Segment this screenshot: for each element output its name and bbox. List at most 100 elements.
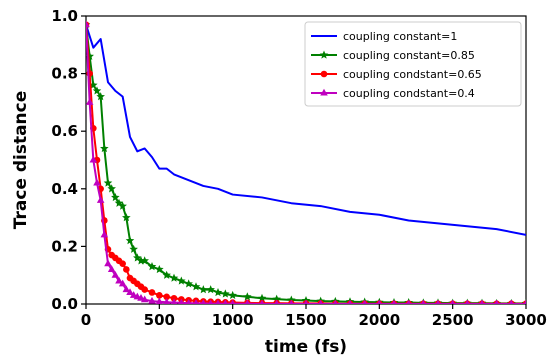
- data-point: [523, 299, 526, 304]
- data-point: [141, 286, 148, 293]
- data-point: [96, 92, 105, 101]
- series-0: [86, 24, 526, 236]
- data-point: [104, 259, 112, 267]
- data-point: [93, 178, 101, 186]
- data-point: [140, 256, 149, 265]
- data-point: [221, 289, 230, 298]
- data-point: [125, 236, 135, 245]
- data-point: [86, 20, 90, 28]
- data-point: [435, 299, 441, 304]
- x-tick-label: 2500: [432, 311, 474, 329]
- data-point: [257, 293, 267, 302]
- data-point: [259, 299, 265, 304]
- data-point: [162, 270, 171, 279]
- data-point: [118, 279, 127, 287]
- legend-marker: [320, 70, 328, 78]
- data-point: [178, 298, 185, 304]
- data-point: [420, 299, 426, 304]
- data-point: [391, 299, 397, 304]
- x-axis-label: time (fs): [265, 337, 347, 357]
- data-point: [111, 271, 120, 278]
- legend-marker: [319, 50, 329, 59]
- data-point: [191, 282, 201, 291]
- y-tick-label: 1.0: [51, 7, 78, 25]
- data-point: [508, 299, 514, 304]
- x-axis-ticks: 0 500 1000 1500 2000 2500 3000: [81, 304, 547, 329]
- legend-item: coupling condstant=0.4: [311, 87, 475, 100]
- data-point: [450, 299, 456, 304]
- data-point: [206, 285, 215, 294]
- x-tick-label: 1500: [285, 311, 327, 329]
- data-point: [479, 299, 485, 304]
- series-3: [86, 20, 526, 304]
- data-point: [184, 279, 193, 288]
- data-point: [303, 299, 309, 304]
- data-point: [155, 264, 164, 274]
- legend-item: coupling condstant=0.65: [311, 68, 482, 81]
- data-point: [103, 178, 113, 187]
- x-tick-label: 3000: [505, 311, 547, 329]
- data-point: [107, 184, 116, 193]
- x-tick-label: 500: [144, 311, 175, 329]
- data-point: [148, 289, 156, 296]
- y-tick-label: 0.8: [51, 65, 78, 83]
- data-point: [96, 196, 105, 203]
- legend-marker: [320, 88, 328, 96]
- legend: coupling constant=1 coupling constant=0.8…: [304, 21, 522, 107]
- legend-label: coupling constant=0.85: [343, 49, 475, 62]
- data-point: [115, 276, 123, 284]
- y-axis-ticks: 0.0 0.2 0.4 0.6 0.8 1.0: [51, 7, 86, 313]
- data-point: [163, 293, 170, 301]
- legend-item: coupling constant=1: [311, 30, 457, 43]
- data-point: [288, 299, 294, 304]
- y-tick-label: 0.6: [51, 122, 78, 140]
- data-point: [362, 299, 368, 304]
- data-point: [200, 299, 207, 304]
- data-point: [119, 260, 126, 267]
- data-point: [215, 299, 221, 304]
- data-point: [193, 299, 199, 304]
- data-point: [147, 262, 157, 271]
- data-point: [347, 299, 353, 304]
- data-point: [107, 265, 116, 272]
- legend-item: coupling constant=0.85: [311, 49, 475, 62]
- data-point: [464, 299, 470, 304]
- y-axis-label: Trace distance: [11, 91, 31, 230]
- data-point: [92, 86, 102, 95]
- data-point: [406, 299, 412, 304]
- legend-box: [304, 21, 522, 107]
- x-tick-label: 1000: [212, 311, 254, 329]
- data-point: [332, 299, 338, 304]
- data-point: [123, 266, 130, 273]
- data-point: [230, 299, 236, 304]
- data-point: [170, 298, 178, 304]
- data-point: [111, 192, 120, 202]
- data-point: [208, 299, 214, 304]
- data-point: [274, 299, 280, 304]
- data-point: [222, 299, 228, 304]
- y-tick-label: 0.4: [51, 180, 78, 198]
- data-point: [86, 98, 94, 105]
- data-point: [140, 295, 149, 303]
- legend-label: coupling constant=1: [343, 30, 457, 43]
- data-point: [148, 296, 156, 304]
- data-point: [89, 155, 98, 163]
- data-point: [228, 290, 237, 299]
- data-point: [213, 287, 223, 297]
- data-point: [199, 285, 208, 294]
- data-point: [122, 213, 131, 222]
- data-point: [177, 276, 186, 285]
- data-point: [376, 299, 382, 304]
- series-layer: [86, 20, 526, 304]
- data-point: [118, 201, 127, 210]
- x-tick-label: 2000: [358, 311, 400, 329]
- data-point: [318, 299, 324, 304]
- series-line: [86, 24, 526, 236]
- x-tick-label: 0: [81, 311, 91, 329]
- y-tick-label: 0.0: [51, 295, 78, 313]
- data-point: [100, 230, 109, 238]
- data-point: [122, 285, 131, 293]
- data-point: [126, 288, 134, 295]
- data-point: [243, 292, 252, 301]
